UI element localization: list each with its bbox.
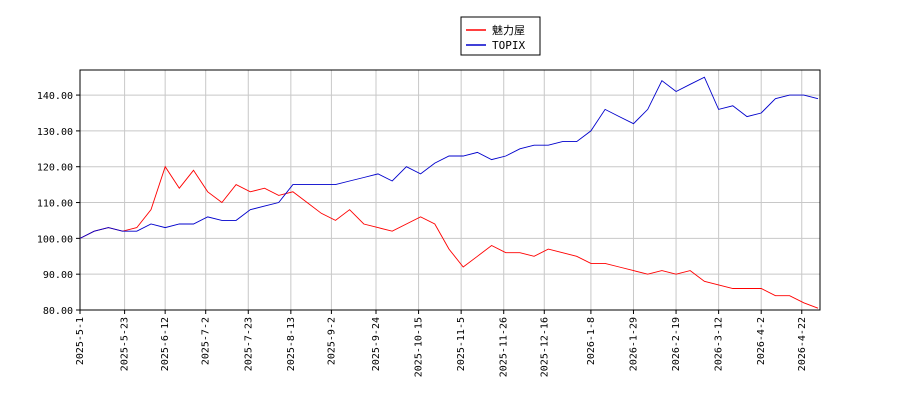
y-tick-label: 80.00: [43, 306, 73, 317]
x-tick-label: 2025-11-26: [499, 317, 510, 377]
series-line: [79, 165, 819, 309]
x-tick-label: 2025-7-23: [243, 317, 254, 371]
x-tick-label: 2026-3-12: [714, 317, 725, 371]
x-tick-label: 2025-12-16: [539, 317, 550, 377]
x-tick-label: 2025-7-2: [201, 317, 212, 365]
y-tick-label: 140.00: [37, 91, 73, 102]
x-tick-label: 2026-2-19: [671, 317, 682, 371]
x-tick-label: 2026-1-8: [586, 317, 597, 365]
legend-box: [460, 16, 541, 56]
x-tick-label: 2026-4-2: [756, 317, 767, 365]
x-tick-label: 2025-9-2: [326, 317, 337, 365]
x-tick-label: 2025-8-13: [286, 317, 297, 371]
y-tick-label: 120.00: [37, 163, 73, 174]
x-tick-label: 2025-10-15: [414, 317, 425, 377]
x-tick-label: 2025-5-23: [120, 317, 131, 371]
x-tick-label: 2026-1-29: [628, 317, 639, 371]
y-tick-label: 130.00: [37, 127, 73, 138]
y-tick-label: 110.00: [37, 199, 73, 210]
x-tick-label: 2025-11-5: [456, 317, 467, 371]
x-tick-label: 2025-5-1: [75, 317, 86, 365]
legend-label: 魅力屋: [492, 23, 525, 37]
y-tick-label: 90.00: [43, 270, 73, 281]
plot-frame: [79, 69, 821, 311]
series-line: [79, 76, 819, 239]
legend-label: TOPIX: [492, 39, 525, 52]
y-tick-label: 100.00: [37, 234, 73, 245]
x-tick-label: 2026-4-22: [797, 317, 808, 371]
x-tick-label: 2025-9-24: [371, 317, 382, 371]
x-tick-label: 2025-6-12: [160, 317, 171, 371]
